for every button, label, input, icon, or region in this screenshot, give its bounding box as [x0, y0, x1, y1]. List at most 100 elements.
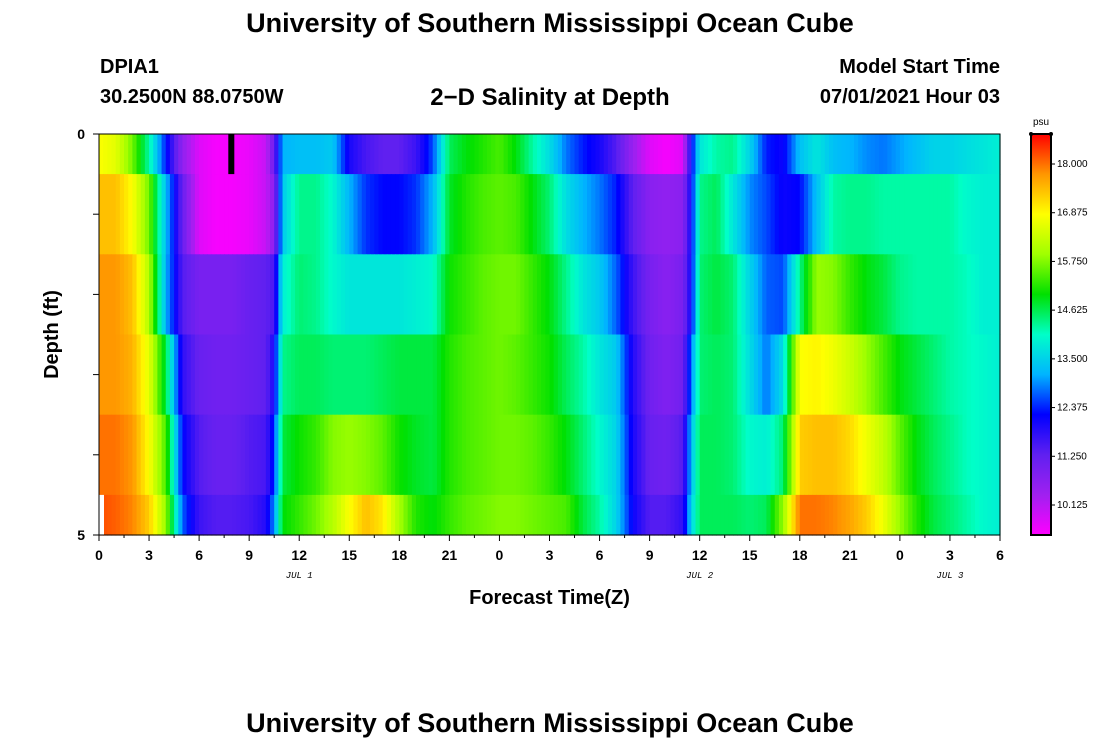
heatmap-cell — [908, 134, 913, 175]
heatmap-cell — [912, 494, 918, 536]
heatmap-cell — [653, 494, 659, 536]
heatmap-cell — [774, 134, 780, 175]
heatmap-cell — [390, 414, 396, 496]
heatmap-cell — [374, 334, 380, 416]
heatmap-cell — [524, 334, 530, 416]
heatmap-cell — [207, 254, 213, 336]
heatmap-cell — [107, 494, 113, 536]
heatmap-cell — [265, 134, 271, 175]
heatmap-cell — [411, 134, 417, 175]
heatmap-cell — [870, 494, 876, 536]
heatmap-cell — [274, 494, 279, 536]
heatmap-cell — [791, 494, 797, 536]
heatmap-cell — [245, 494, 250, 536]
heatmap-cell — [99, 134, 104, 175]
heatmap-cell — [365, 334, 371, 416]
heatmap-cell — [270, 414, 275, 496]
heatmap-cell — [833, 494, 838, 536]
heatmap-cell — [929, 494, 934, 536]
heatmap-cell — [541, 494, 546, 536]
heatmap-cell — [808, 494, 813, 536]
heatmap-cell — [887, 334, 893, 416]
heatmap-cell — [311, 134, 317, 175]
heatmap-cell — [165, 414, 171, 496]
heatmap-cell — [974, 134, 980, 175]
heatmap-cell — [733, 134, 738, 175]
heatmap-cell — [332, 134, 338, 175]
heatmap-cell — [920, 334, 926, 416]
heatmap-cell — [837, 334, 843, 416]
heatmap-cell — [954, 254, 959, 336]
heatmap-cell — [324, 254, 330, 336]
heatmap-cell — [803, 174, 809, 255]
heatmap-cell — [833, 334, 838, 416]
heatmap-cell — [324, 494, 330, 536]
heatmap-cell — [524, 134, 530, 175]
heatmap-cell — [783, 334, 788, 416]
heatmap-cell — [712, 334, 717, 416]
heatmap-cell — [828, 254, 834, 336]
heatmap-cell — [562, 334, 567, 416]
heatmap-cell — [407, 134, 413, 175]
heatmap-cell — [720, 254, 726, 336]
heatmap-cell — [286, 334, 292, 416]
heatmap-cell — [432, 174, 438, 255]
heatmap-cell — [645, 254, 651, 336]
heatmap-cell — [528, 334, 534, 416]
heatmap-cell — [124, 134, 129, 175]
heatmap-cell — [883, 494, 888, 536]
heatmap-cell — [194, 134, 200, 175]
heatmap-cell — [616, 494, 622, 536]
heatmap-cell — [286, 174, 292, 255]
heatmap-cell — [203, 414, 209, 496]
x-axis: 0 3 6 9 12 15 18 21 0 3 6 9 12 15 18 21 0 3 6 JUL 1 JUL 2 JUL… — [95, 534, 1004, 581]
heatmap-cell — [311, 174, 317, 255]
heatmap-cell — [833, 134, 838, 175]
heatmap-cell — [929, 134, 934, 175]
heatmap-cell — [674, 334, 680, 416]
heatmap-cell — [232, 134, 238, 175]
heatmap-cell — [899, 494, 905, 536]
heatmap-cell — [578, 254, 584, 336]
heatmap-cell — [791, 334, 797, 416]
heatmap-cell — [753, 334, 759, 416]
heatmap-cell — [420, 174, 425, 255]
heatmap-cell — [249, 334, 254, 416]
heatmap-cell — [916, 334, 922, 416]
heatmap-cell — [365, 254, 371, 336]
heatmap-cell — [682, 134, 688, 175]
heatmap-cell — [983, 334, 989, 416]
heatmap-cell — [303, 494, 309, 536]
heatmap-cell — [716, 494, 722, 536]
heatmap-cell — [382, 334, 388, 416]
heatmap-cell — [157, 254, 163, 336]
heatmap-cell — [816, 494, 822, 536]
colorbar-ramp — [1030, 133, 1052, 536]
heatmap-cell — [795, 254, 801, 336]
heatmap-cell — [803, 334, 809, 416]
heatmap-cell — [407, 254, 413, 336]
heatmap-cell — [315, 254, 321, 336]
heatmap-cell — [249, 134, 254, 175]
heatmap-cell — [962, 494, 968, 536]
heatmap-cell — [845, 174, 851, 255]
heatmap-cell — [128, 134, 133, 175]
heatmap-cell — [974, 254, 980, 336]
heatmap-cell — [908, 334, 913, 416]
heatmap-cell — [991, 414, 997, 496]
heatmap-cell — [169, 494, 175, 536]
heatmap-cell — [662, 334, 667, 416]
heatmap-cell — [557, 494, 563, 536]
heatmap-cell — [174, 134, 179, 175]
heatmap-cell — [758, 134, 763, 175]
heatmap-cell — [374, 174, 380, 255]
heatmap-cell — [666, 254, 672, 336]
heatmap-cell — [140, 174, 146, 255]
heatmap-cell — [132, 414, 138, 496]
heatmap-cell — [115, 134, 121, 175]
heatmap-cell — [854, 254, 859, 336]
heatmap-cell — [582, 174, 588, 255]
heatmap-cell — [103, 134, 108, 175]
heatmap-cell — [874, 254, 880, 336]
heatmap-cell — [566, 414, 571, 496]
